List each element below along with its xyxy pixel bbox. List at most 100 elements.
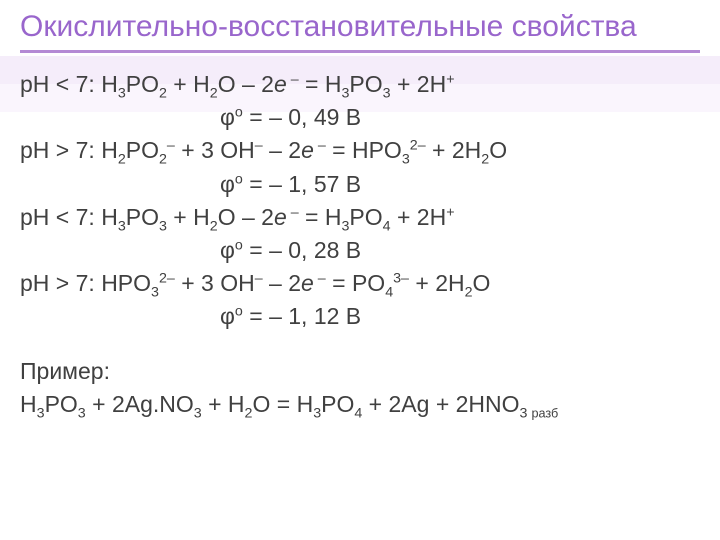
sub: 3: [383, 86, 391, 102]
t: + 3 OH: [175, 270, 255, 296]
sub: 2: [210, 86, 218, 102]
electron: e: [301, 270, 314, 296]
t: = HPO: [326, 137, 402, 163]
sup: –: [287, 204, 299, 220]
t: = H: [299, 71, 342, 97]
sub: 3: [151, 285, 159, 301]
sup: o: [235, 237, 243, 253]
slide-title: Окислительно-восстановительные свойства: [20, 10, 700, 53]
t: PO: [45, 391, 78, 417]
t: + 2H: [426, 137, 482, 163]
t: + 2Ag + 2HNO: [362, 391, 519, 417]
pot-value: = – 0, 28 В: [243, 237, 361, 263]
t: + 2H: [391, 204, 447, 230]
potential-2: φo = – 1, 57 В: [20, 168, 700, 200]
t: O – 2: [218, 204, 274, 230]
pot-value: = – 1, 12 В: [243, 303, 361, 329]
sup: 2–: [410, 138, 426, 154]
example-equation: H3PO3 + 2Ag.NO3 + H2O = H3PO4 + 2Ag + 2H…: [20, 388, 700, 423]
t: PO: [321, 391, 354, 417]
sub: 3: [159, 218, 167, 234]
ph-cond: рН > 7:: [20, 270, 101, 296]
example-label: Пример:: [20, 355, 700, 387]
sub: 3: [78, 405, 86, 421]
sup: +: [446, 71, 454, 87]
sup: –: [314, 138, 326, 154]
sup: 2–: [159, 270, 175, 286]
t: O: [473, 270, 491, 296]
t: H: [101, 137, 118, 163]
sub: 2: [118, 152, 126, 168]
t: = H: [299, 204, 342, 230]
t: O – 2: [218, 71, 274, 97]
t: + 2Ag.NO: [86, 391, 194, 417]
sup: –: [255, 270, 263, 286]
phi: φ: [220, 303, 235, 329]
content-area: рН < 7: H3PO2 + H2O – 2e – = H3PO3 + 2H+…: [0, 53, 720, 423]
sub: 2: [159, 152, 167, 168]
sup: –: [255, 138, 263, 154]
t: – 2: [263, 137, 301, 163]
t: + 2H: [409, 270, 465, 296]
sup: –: [287, 71, 299, 87]
t: PO: [349, 71, 382, 97]
potential-3: φo = – 0, 28 В: [20, 234, 700, 266]
sup: o: [235, 304, 243, 320]
potential-4: φo = – 1, 12 В: [20, 300, 700, 332]
sub: 3: [402, 152, 410, 168]
t: PO: [126, 71, 159, 97]
electron: e: [274, 204, 287, 230]
ph-cond: рН < 7:: [20, 71, 101, 97]
sub: 3: [520, 405, 532, 421]
sub: 2: [465, 285, 473, 301]
sub: 3: [118, 218, 126, 234]
sup: 3–: [393, 270, 409, 286]
sub: 2: [159, 86, 167, 102]
sup: –: [167, 138, 175, 154]
sub: 2: [210, 218, 218, 234]
t: + H: [202, 391, 245, 417]
t: + H: [167, 71, 210, 97]
t: + 2H: [391, 71, 447, 97]
t: H: [101, 204, 118, 230]
t: PO: [126, 137, 159, 163]
t: H: [20, 391, 37, 417]
sup: o: [235, 171, 243, 187]
sub: 3: [194, 405, 202, 421]
t: PO: [126, 204, 159, 230]
sub: 3: [118, 86, 126, 102]
phi: φ: [220, 104, 235, 130]
t: + H: [167, 204, 210, 230]
title-area: Окислительно-восстановительные свойства: [0, 0, 720, 53]
pot-value: = – 1, 57 В: [243, 171, 361, 197]
t: = PO: [326, 270, 385, 296]
electron: e: [301, 137, 314, 163]
ph-cond: рН > 7:: [20, 137, 101, 163]
phi: φ: [220, 171, 235, 197]
example-block: Пример: H3PO3 + 2Ag.NO3 + H2O = H3PO4 + …: [20, 355, 700, 424]
sub: 3: [37, 405, 45, 421]
equation-1: рН < 7: H3PO2 + H2O – 2e – = H3PO3 + 2H+: [20, 68, 700, 100]
sup: +: [446, 204, 454, 220]
sub: 4: [385, 285, 393, 301]
ph-cond: рН < 7:: [20, 204, 101, 230]
pot-value: = – 0, 49 В: [243, 104, 361, 130]
potential-1: φo = – 0, 49 В: [20, 101, 700, 133]
phi: φ: [220, 237, 235, 263]
equation-4: рН > 7: HPO32– + 3 OH– – 2e – = PO43– + …: [20, 267, 700, 299]
sub: 3: [313, 405, 321, 421]
t: – 2: [263, 270, 301, 296]
t: H: [101, 71, 118, 97]
equation-2: рН > 7: H2PO2– + 3 OH– – 2e – = HPO32– +…: [20, 134, 700, 166]
t: + 3 OH: [175, 137, 255, 163]
sub: 4: [383, 218, 391, 234]
t: O = H: [252, 391, 313, 417]
electron: e: [274, 71, 287, 97]
t: PO: [349, 204, 382, 230]
sub-text: разб: [531, 406, 558, 420]
equation-3: рН < 7: H3PO3 + H2O – 2e – = H3PO4 + 2H+: [20, 201, 700, 233]
t: HPO: [101, 270, 151, 296]
sub: 2: [481, 152, 489, 168]
t: O: [489, 137, 507, 163]
sup: –: [314, 270, 326, 286]
